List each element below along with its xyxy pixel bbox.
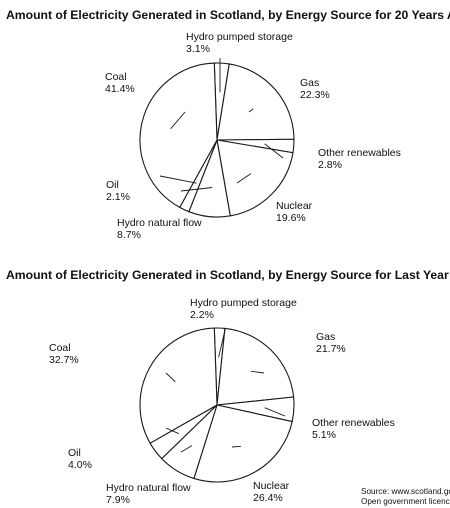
slice-name-hydro-pumped-storage: Hydro pumped storage <box>190 297 297 309</box>
slice-label-other-renewables: Other renewables 5.1% <box>312 417 395 441</box>
slice-label-gas: Gas 21.7% <box>316 331 346 355</box>
slice-name-gas: Gas <box>300 77 319 89</box>
chart-title-last-year: Amount of Electricity Generated in Scotl… <box>6 268 449 282</box>
slice-value-coal: 41.4% <box>105 83 135 95</box>
slice-label-other-renewables: Other renewables 2.8% <box>318 147 401 171</box>
slice-value-coal: 32.7% <box>49 354 79 366</box>
leader-line-other-renewables <box>264 407 286 417</box>
slice-value-hydro-pumped-storage: 2.2% <box>190 309 214 321</box>
pie-slice-nuclear <box>193 404 293 483</box>
slice-label-oil: Oil 2.1% <box>106 179 130 203</box>
slice-name-coal: Coal <box>49 342 71 354</box>
slice-label-nuclear: Nuclear 26.4% <box>253 480 290 504</box>
slice-name-oil: Oil <box>106 179 119 191</box>
leader-line-nuclear <box>231 445 241 448</box>
pie-last-year <box>139 327 295 483</box>
slice-name-other-renewables: Other renewables <box>312 417 395 429</box>
slice-value-nuclear: 26.4% <box>253 492 283 504</box>
leader-lines-20-years-ago <box>159 57 284 192</box>
slice-label-coal: Coal 32.7% <box>49 342 79 366</box>
pie-slice-nuclear <box>216 139 294 217</box>
leader-lines-last-year <box>165 329 286 453</box>
leader-line-hydro-natural-flow <box>180 187 213 192</box>
leader-line-oil <box>159 175 197 184</box>
chart-title-20-years-ago: Amount of Electricity Generated in Scotl… <box>6 8 450 22</box>
pie-slice-gas <box>216 327 295 406</box>
slice-label-hydro-natural-flow: Hydro natural flow 7.9% <box>106 482 191 506</box>
slice-name-hydro-natural-flow: Hydro natural flow <box>106 482 191 494</box>
slice-value-gas: 21.7% <box>316 343 346 355</box>
chart-last-year: Amount of Electricity Generated in Scotl… <box>6 268 449 506</box>
pie-slice-coal <box>139 62 218 209</box>
slice-value-hydro-pumped-storage: 3.1% <box>186 43 210 55</box>
slice-name-coal: Coal <box>105 71 127 83</box>
slice-label-nuclear: Nuclear 19.6% <box>276 200 313 224</box>
slice-label-hydro-pumped-storage: Hydro pumped storage 3.1% <box>186 31 293 55</box>
slice-label-oil: Oil 4.0% <box>68 447 92 471</box>
pie-20-years-ago <box>139 62 295 218</box>
slice-labels-20-years-ago: Hydro pumped storage 3.1% Gas 22.3% Other re… <box>105 31 401 241</box>
leader-line-hydro-pumped-storage <box>218 329 226 358</box>
slice-name-nuclear: Nuclear <box>276 200 313 212</box>
leader-line-nuclear <box>236 173 252 184</box>
slice-value-hydro-natural-flow: 8.7% <box>117 229 141 241</box>
slice-label-hydro-pumped-storage: Hydro pumped storage 2.2% <box>190 297 297 321</box>
slice-value-hydro-natural-flow: 7.9% <box>106 494 130 506</box>
source-line-2: Open government licence <box>361 497 450 506</box>
chart-20-years-ago: Amount of Electricity Generated in Scotl… <box>6 8 450 241</box>
slice-name-gas: Gas <box>316 331 335 343</box>
leader-line-coal <box>170 111 186 130</box>
slice-label-coal: Coal 41.4% <box>105 71 135 95</box>
slice-value-other-renewables: 5.1% <box>312 429 336 441</box>
slice-name-nuclear: Nuclear <box>253 480 290 492</box>
leader-line-coal <box>165 372 176 383</box>
slice-value-oil: 4.0% <box>68 459 92 471</box>
leader-line-oil <box>165 427 180 435</box>
slice-value-oil: 2.1% <box>106 191 130 203</box>
slice-name-other-renewables: Other renewables <box>318 147 401 159</box>
slice-value-nuclear: 19.6% <box>276 212 306 224</box>
leader-line-hydro-natural-flow <box>180 445 193 453</box>
source-line-1: Source: www.scotland.gov <box>361 487 450 496</box>
slice-label-hydro-natural-flow: Hydro natural flow 8.7% <box>117 217 202 241</box>
leader-line-gas <box>248 108 254 113</box>
leader-line-other-renewables <box>264 143 284 159</box>
slice-value-gas: 22.3% <box>300 89 330 101</box>
slice-name-oil: Oil <box>68 447 81 459</box>
slice-value-other-renewables: 2.8% <box>318 159 342 171</box>
leader-line-gas <box>250 370 265 374</box>
slice-name-hydro-pumped-storage: Hydro pumped storage <box>186 31 293 43</box>
slice-name-hydro-natural-flow: Hydro natural flow <box>117 217 202 229</box>
slice-labels-last-year: Hydro pumped storage 2.2% Gas 21.7% Other re… <box>49 297 395 506</box>
pie-slice-gas <box>216 63 295 141</box>
pie-slice-coal <box>139 327 218 444</box>
slice-label-gas: Gas 22.3% <box>300 77 330 101</box>
